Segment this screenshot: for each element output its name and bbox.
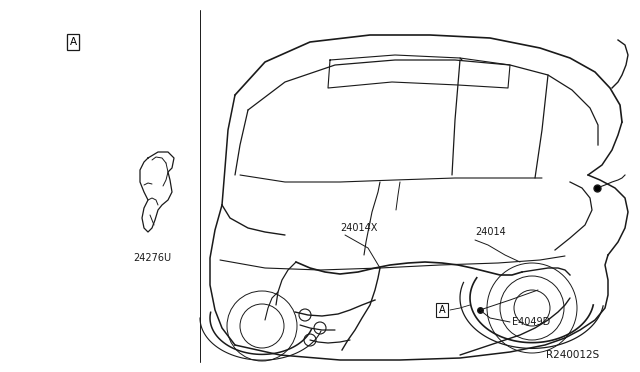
Text: 24276U: 24276U xyxy=(133,253,171,263)
Text: A: A xyxy=(70,37,76,47)
Text: 24014X: 24014X xyxy=(340,223,378,233)
Text: E4049D: E4049D xyxy=(512,317,550,327)
Text: 24014: 24014 xyxy=(475,227,506,237)
Text: A: A xyxy=(69,37,77,47)
Text: A: A xyxy=(438,305,445,315)
Text: R240012S: R240012S xyxy=(547,350,600,360)
